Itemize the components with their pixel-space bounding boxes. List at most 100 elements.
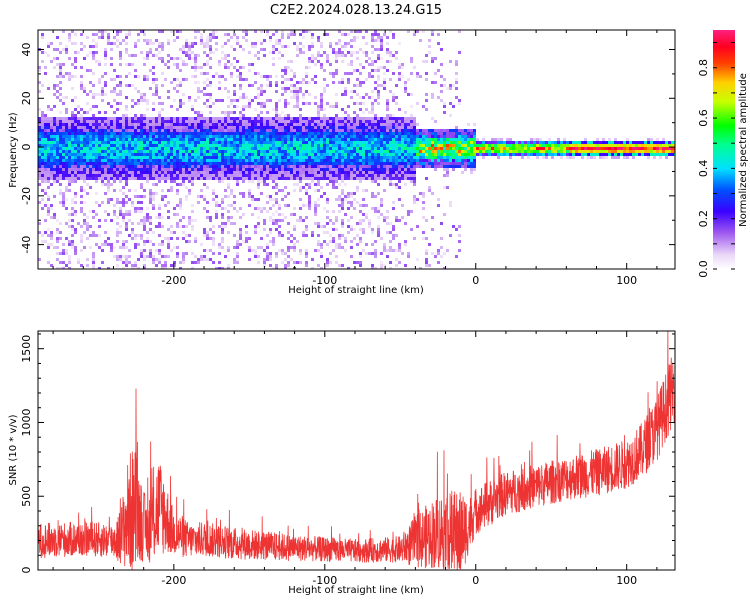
heatmap-cell	[227, 141, 230, 144]
heatmap-cell	[44, 114, 47, 117]
heatmap-cell	[251, 63, 254, 66]
heatmap-cell	[314, 210, 317, 213]
heatmap-cell	[353, 36, 356, 39]
heatmap-cell	[245, 129, 248, 132]
heatmap-cell	[218, 63, 221, 66]
heatmap-cell	[275, 171, 278, 174]
heatmap-cell	[146, 57, 149, 60]
heatmap-cell	[389, 171, 392, 174]
heatmap-cell	[332, 222, 335, 225]
heatmap-cell	[356, 129, 359, 132]
heatmap-cell	[176, 177, 179, 180]
heatmap-cell	[119, 30, 122, 33]
heatmap-cell	[323, 231, 326, 234]
heatmap-cell	[443, 102, 446, 105]
heatmap-cell	[341, 222, 344, 225]
heatmap-cell	[41, 60, 44, 63]
heatmap-cell	[299, 186, 302, 189]
heatmap-cell	[104, 129, 107, 132]
heatmap-cell	[311, 78, 314, 81]
heatmap-cell	[131, 168, 134, 171]
heatmap-cell	[443, 129, 446, 132]
heatmap-cell	[260, 237, 263, 240]
heatmap-cell	[38, 156, 41, 159]
heatmap-cell	[308, 159, 311, 162]
heatmap-cell	[206, 135, 209, 138]
heatmap-cell	[215, 117, 218, 120]
heatmap-cell	[149, 126, 152, 129]
heatmap-cell	[299, 174, 302, 177]
heatmap-cell	[296, 48, 299, 51]
heatmap-cell	[221, 132, 224, 135]
heatmap-cell	[392, 168, 395, 171]
heatmap-cell	[68, 171, 71, 174]
heatmap-cell	[287, 174, 290, 177]
heatmap-cell	[59, 231, 62, 234]
heatmap-cell	[59, 66, 62, 69]
heatmap-cell	[41, 120, 44, 123]
heatmap-cell	[188, 234, 191, 237]
heatmap-cell	[299, 132, 302, 135]
heatmap-cell	[194, 42, 197, 45]
heatmap-cell	[128, 144, 131, 147]
heatmap-cell	[98, 234, 101, 237]
heatmap-cell	[305, 156, 308, 159]
heatmap-cell	[227, 96, 230, 99]
heatmap-cell	[353, 168, 356, 171]
heatmap-cell	[185, 162, 188, 165]
heatmap-cell	[131, 132, 134, 135]
heatmap-cell	[353, 144, 356, 147]
heatmap-cell	[299, 90, 302, 93]
heatmap-cell	[281, 135, 284, 138]
heatmap-cell	[341, 168, 344, 171]
heatmap-cell	[41, 150, 44, 153]
heatmap-cell	[347, 267, 350, 269]
heatmap-cell	[119, 189, 122, 192]
heatmap-cell	[251, 45, 254, 48]
heatmap-cell	[350, 228, 353, 231]
heatmap-cell	[143, 135, 146, 138]
heatmap-cell	[98, 93, 101, 96]
heatmap-cell	[107, 183, 110, 186]
heatmap-cell	[272, 108, 275, 111]
heatmap-cell	[137, 135, 140, 138]
heatmap-cell	[281, 54, 284, 57]
heatmap-cell	[125, 153, 128, 156]
heatmap-cell	[386, 123, 389, 126]
heatmap-cell	[290, 78, 293, 81]
heatmap-cell	[74, 252, 77, 255]
heatmap-cell	[197, 159, 200, 162]
heatmap-cell	[224, 267, 227, 269]
heatmap-cell	[65, 150, 68, 153]
heatmap-cell	[344, 249, 347, 252]
heatmap-cell	[254, 162, 257, 165]
heatmap-cell	[155, 39, 158, 42]
heatmap-cell	[92, 39, 95, 42]
heatmap-cell	[53, 171, 56, 174]
heatmap-cell	[389, 90, 392, 93]
heatmap-cell	[137, 210, 140, 213]
heatmap-cell	[221, 228, 224, 231]
heatmap-cell	[389, 54, 392, 57]
heatmap-cell	[197, 81, 200, 84]
heatmap-cell	[116, 231, 119, 234]
heatmap-cell	[440, 138, 443, 141]
heatmap-cell	[287, 135, 290, 138]
heatmap-cell	[182, 156, 185, 159]
heatmap-cell	[41, 123, 44, 126]
heatmap-cell	[443, 156, 446, 159]
heatmap-cell	[104, 156, 107, 159]
heatmap-cell	[146, 162, 149, 165]
heatmap-cell	[206, 123, 209, 126]
heatmap-cell	[413, 66, 416, 69]
heatmap-cell	[308, 156, 311, 159]
heatmap-cell	[101, 183, 104, 186]
heatmap-cell	[401, 120, 404, 123]
heatmap-cell	[149, 138, 152, 141]
heatmap-cell	[293, 225, 296, 228]
heatmap-cell	[284, 45, 287, 48]
heatmap-cell	[62, 48, 65, 51]
heatmap-cell	[362, 231, 365, 234]
heatmap-cell	[296, 159, 299, 162]
heatmap-cell	[107, 162, 110, 165]
